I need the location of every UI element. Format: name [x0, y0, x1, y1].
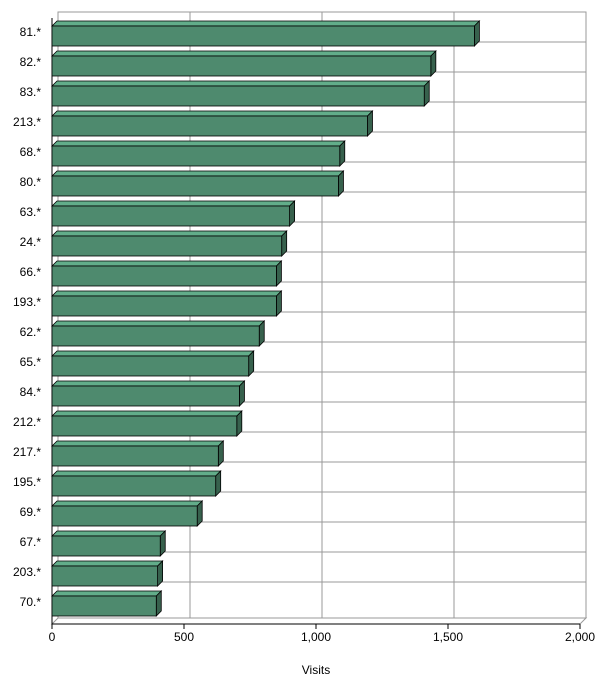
bar-side — [275, 290, 282, 317]
bar-top — [51, 110, 374, 117]
y-tick-label: 24.* — [20, 235, 42, 249]
bar-side — [155, 590, 162, 617]
bar-top — [51, 170, 345, 177]
bar-top — [51, 260, 283, 267]
bar — [51, 175, 339, 197]
bar-top — [51, 320, 266, 327]
bar-top — [51, 410, 243, 417]
bar-side — [215, 470, 222, 497]
bar-side — [339, 140, 346, 167]
bar — [51, 415, 238, 437]
bar-top — [51, 200, 296, 207]
bar-top — [51, 440, 225, 447]
y-tick-label: 81.* — [20, 25, 42, 39]
bar — [51, 325, 260, 347]
bar — [51, 25, 475, 47]
bar — [51, 355, 250, 377]
y-tick-label: 70.* — [20, 595, 42, 609]
x-tick-label: 1,500 — [433, 630, 463, 644]
bar — [51, 565, 158, 587]
bar-side — [217, 440, 224, 467]
bar-side — [367, 110, 373, 137]
bar — [51, 445, 219, 467]
bar-side — [430, 50, 437, 77]
bar-top — [51, 380, 246, 387]
y-tick-label: 80.* — [20, 175, 42, 189]
y-tick-label: 69.* — [20, 505, 42, 519]
y-tick-label: 212.* — [13, 415, 41, 429]
bar-side — [423, 80, 430, 107]
y-tick-label: 67.* — [20, 535, 42, 549]
bar — [51, 475, 217, 497]
bar-side — [236, 410, 243, 437]
bar — [51, 505, 198, 527]
bar-top — [51, 140, 346, 147]
y-tick-label: 82.* — [20, 55, 42, 69]
y-tick-label: 62.* — [20, 325, 42, 339]
bar-side — [159, 530, 166, 557]
bar — [51, 85, 425, 107]
y-tick-label: 217.* — [13, 445, 41, 459]
bar-top — [51, 80, 431, 87]
bar-side — [473, 20, 480, 47]
y-tick-label: 213.* — [13, 115, 41, 129]
bar-side — [281, 230, 288, 257]
bar-side — [289, 200, 296, 227]
y-tick-label: 203.* — [13, 565, 41, 579]
x-tick-label: 1,000 — [301, 630, 331, 644]
y-tick-label: 83.* — [20, 85, 42, 99]
x-tick-label: 2,000 — [565, 630, 595, 644]
bar-side — [248, 350, 255, 377]
bar-top — [51, 500, 204, 507]
bar — [51, 115, 368, 137]
y-tick-label: 68.* — [20, 145, 42, 159]
y-tick-label: 63.* — [20, 205, 42, 219]
bar — [51, 235, 283, 257]
bar-top — [51, 290, 283, 297]
bar-top — [51, 590, 163, 597]
y-tick-label: 65.* — [20, 355, 42, 369]
bar-side — [258, 320, 265, 347]
plot-floor — [50, 617, 588, 625]
x-axis-title: Visits — [302, 663, 330, 677]
bar-top — [51, 470, 222, 477]
y-tick-label: 195.* — [13, 475, 41, 489]
x-tick-label: 0 — [49, 630, 56, 644]
bar-top — [51, 560, 164, 567]
bar-side — [338, 170, 344, 197]
bar-top — [51, 350, 255, 357]
bar — [51, 145, 341, 167]
bar — [51, 55, 432, 77]
bar — [51, 535, 161, 557]
bar-top — [51, 20, 481, 27]
bar-top — [51, 50, 437, 57]
x-tick-label: 500 — [174, 630, 194, 644]
bar — [51, 385, 240, 407]
bar-side — [275, 260, 282, 287]
bar — [51, 295, 277, 317]
bar-side — [239, 380, 245, 407]
y-tick-label: 84.* — [20, 385, 42, 399]
bar-top — [51, 230, 288, 237]
bar-top — [51, 530, 167, 537]
bar-side — [157, 560, 164, 587]
bar — [51, 595, 157, 617]
y-tick-label: 193.* — [13, 295, 41, 309]
bar — [51, 265, 277, 287]
bar-side — [196, 500, 203, 527]
y-tick-label: 66.* — [20, 265, 42, 279]
bar — [51, 205, 291, 227]
